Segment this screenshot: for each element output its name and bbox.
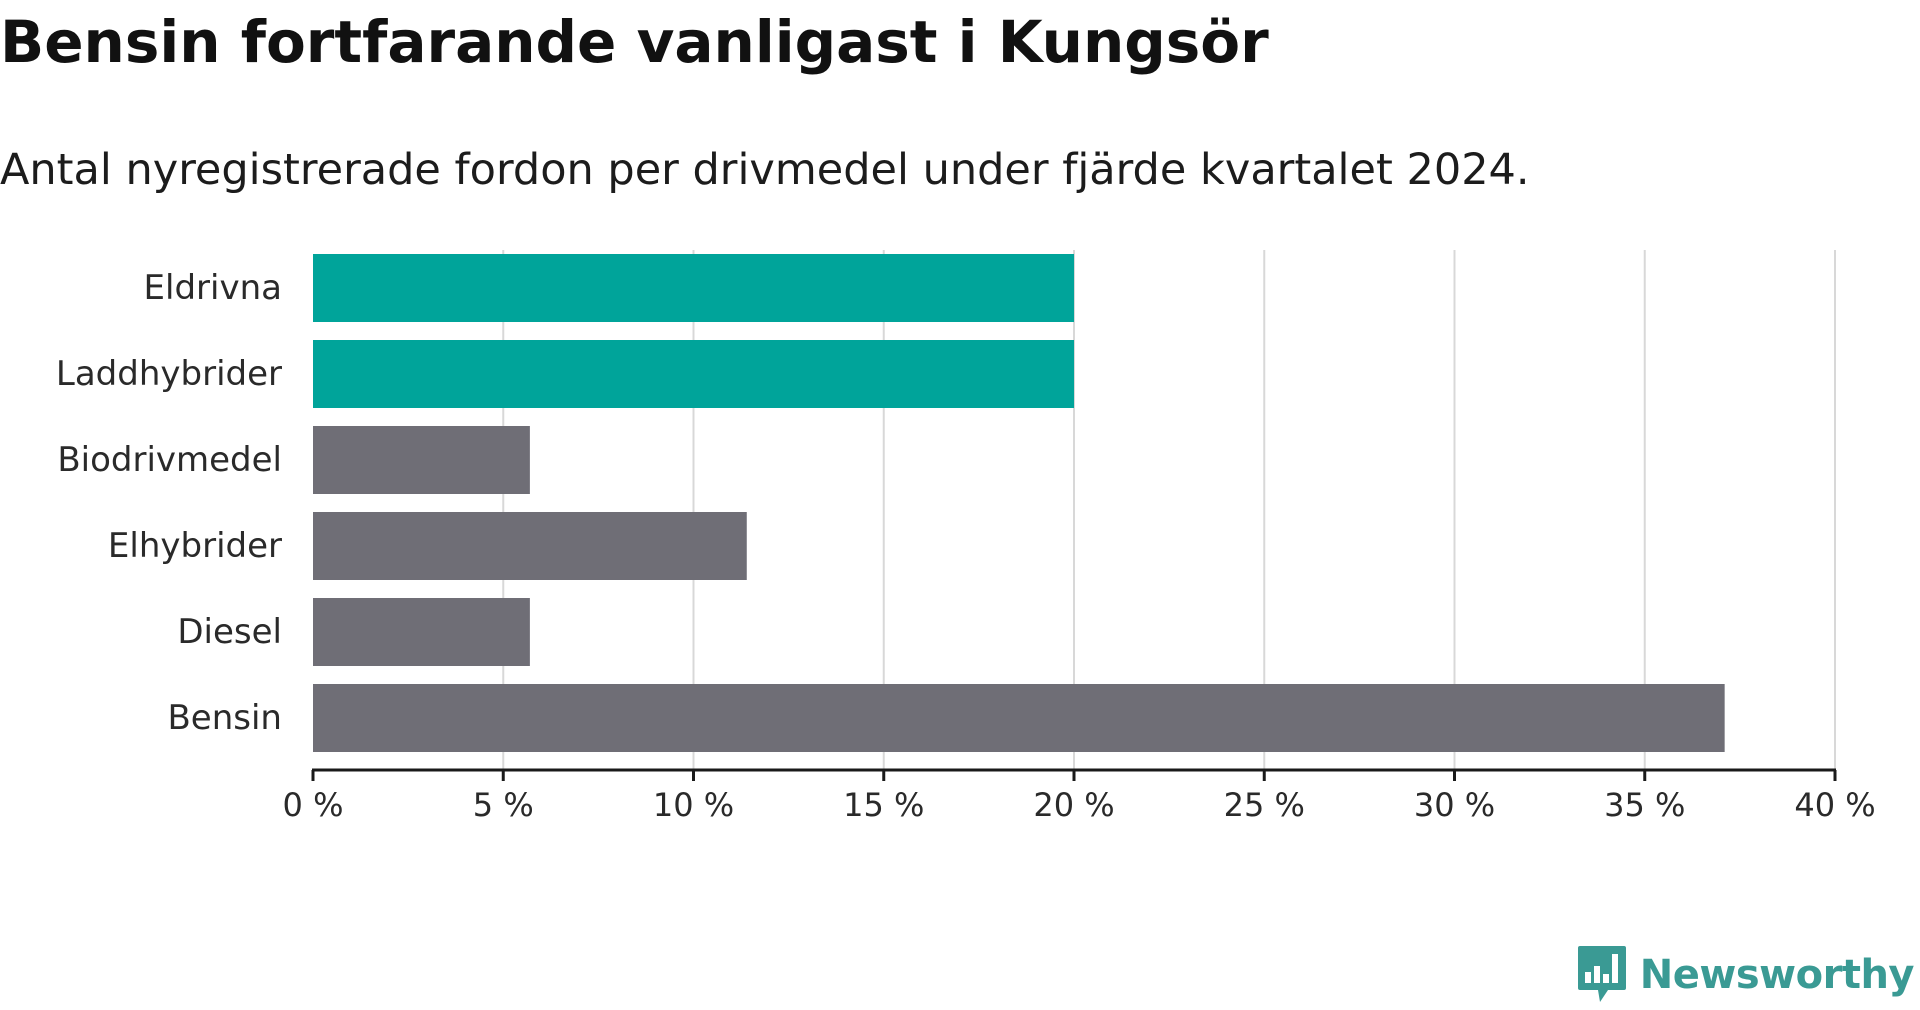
x-axis: 0 % 5 % 10 % 15 % 20 % 25 % 30 % 35 % 40 %	[283, 768, 1876, 824]
chart-subtitle: Antal nyregistrerade fordon per drivmede…	[0, 145, 1530, 195]
x-tick-label: 30 %	[1414, 786, 1495, 824]
category-label: Eldrivna	[144, 268, 282, 308]
bar-diesel	[313, 598, 530, 666]
x-tick-label: 20 %	[1033, 786, 1114, 824]
brand-name: Newsworthy	[1639, 952, 1915, 998]
bar-eldrivna	[313, 254, 1074, 322]
bar-elhybrider	[313, 512, 747, 580]
x-tick-label: 10 %	[653, 786, 734, 824]
x-tick-label: 35 %	[1604, 786, 1685, 824]
bar-bensin	[313, 684, 1725, 752]
newsworthy-logo: Newsworthy	[1576, 940, 1915, 1010]
bar-biodrivmedel	[313, 426, 530, 494]
gridlines	[502, 250, 1836, 770]
x-tick-label: 25 %	[1224, 786, 1305, 824]
bars	[313, 254, 1725, 752]
category-label: Elhybrider	[108, 526, 282, 566]
category-label: Laddhybrider	[56, 354, 282, 394]
category-label: Bensin	[167, 698, 282, 738]
x-tick-label: 15 %	[843, 786, 924, 824]
bar-chart-speech-bubble-icon	[1577, 946, 1626, 1002]
chart-title: Bensin fortfarande vanligast i Kungsör	[0, 8, 1269, 76]
x-tick-label: 5 %	[473, 786, 534, 824]
category-label: Diesel	[177, 612, 282, 652]
category-labels: Eldrivna Laddhybrider Biodrivmedel Elhybrid…	[56, 268, 282, 738]
bar-laddhybrider	[313, 340, 1074, 408]
x-tick-label: 40 %	[1794, 786, 1875, 824]
x-tick-label: 0 %	[283, 786, 344, 824]
category-label: Biodrivmedel	[57, 440, 282, 480]
